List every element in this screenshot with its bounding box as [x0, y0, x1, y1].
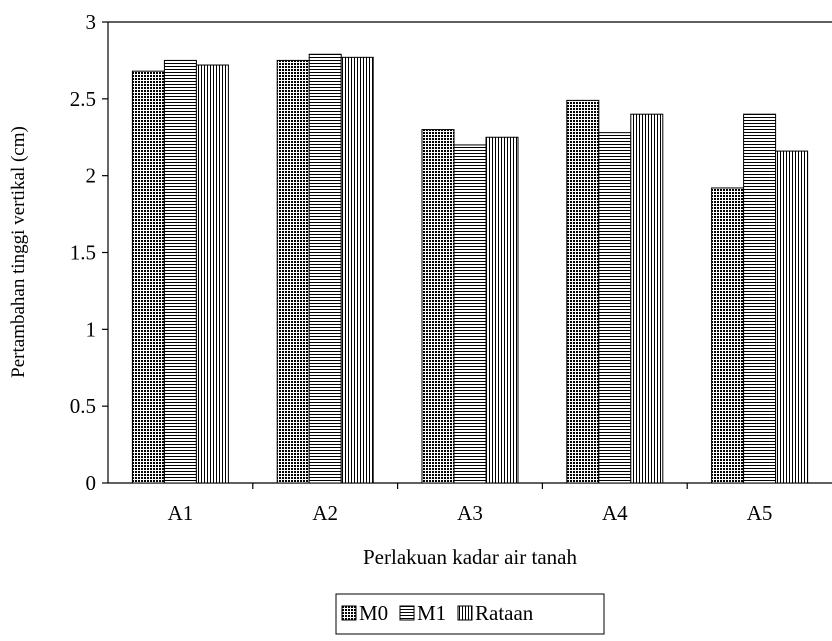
- x-tick-label: A4: [602, 501, 628, 525]
- bar-rataan-a3: [485, 136, 519, 484]
- legend-label-m1: M1: [417, 601, 446, 625]
- y-tick-label: 0: [86, 471, 97, 495]
- bar-m1-a3: [453, 144, 487, 484]
- bar-m1-a1: [163, 59, 197, 484]
- bar-rataan-a2: [340, 56, 374, 484]
- y-ticks: 0 0.5 1 1.5 2 2.5 3: [70, 10, 108, 495]
- legend: M0 M1 Rataan: [335, 593, 605, 635]
- legend-swatch-rataan: [457, 605, 473, 621]
- bar-m1-a4: [598, 132, 632, 484]
- legend-swatch-m0: [341, 605, 357, 621]
- legend-label-rataan: Rataan: [475, 601, 534, 625]
- bar-m0-a3: [421, 129, 455, 484]
- bar-m0-a2: [276, 59, 310, 484]
- y-tick-label: 1.5: [70, 241, 96, 265]
- x-tick-label: A5: [747, 501, 773, 525]
- bars: [131, 53, 809, 484]
- bar-m0-a1: [131, 70, 165, 484]
- x-tick-label: A1: [168, 501, 194, 525]
- x-axis-label: Perlakuan kadar air tanah: [363, 545, 577, 569]
- legend-swatch-m1: [399, 605, 415, 621]
- legend-label-m0: M0: [359, 601, 388, 625]
- y-tick-label: 2.5: [70, 87, 96, 111]
- x-ticks: A1 A2 A3 A4 A5: [168, 483, 773, 525]
- bar-m1-a5: [743, 113, 777, 484]
- y-tick-label: 2: [86, 164, 97, 188]
- y-tick-label: 1: [86, 317, 97, 341]
- bar-rataan-a1: [195, 64, 229, 484]
- y-tick-label: 3: [86, 10, 97, 34]
- y-axis-label: Pertambahan tinggi vertikal (cm): [8, 126, 29, 378]
- bar-m0-a5: [711, 187, 745, 484]
- y-tick-label: 0.5: [70, 394, 96, 418]
- bar-rataan-a5: [775, 150, 809, 484]
- bar-m0-a4: [566, 99, 600, 484]
- bar-rataan-a4: [630, 113, 664, 484]
- x-tick-label: A3: [457, 501, 483, 525]
- bar-m1-a2: [308, 53, 342, 484]
- x-tick-label: A2: [312, 501, 338, 525]
